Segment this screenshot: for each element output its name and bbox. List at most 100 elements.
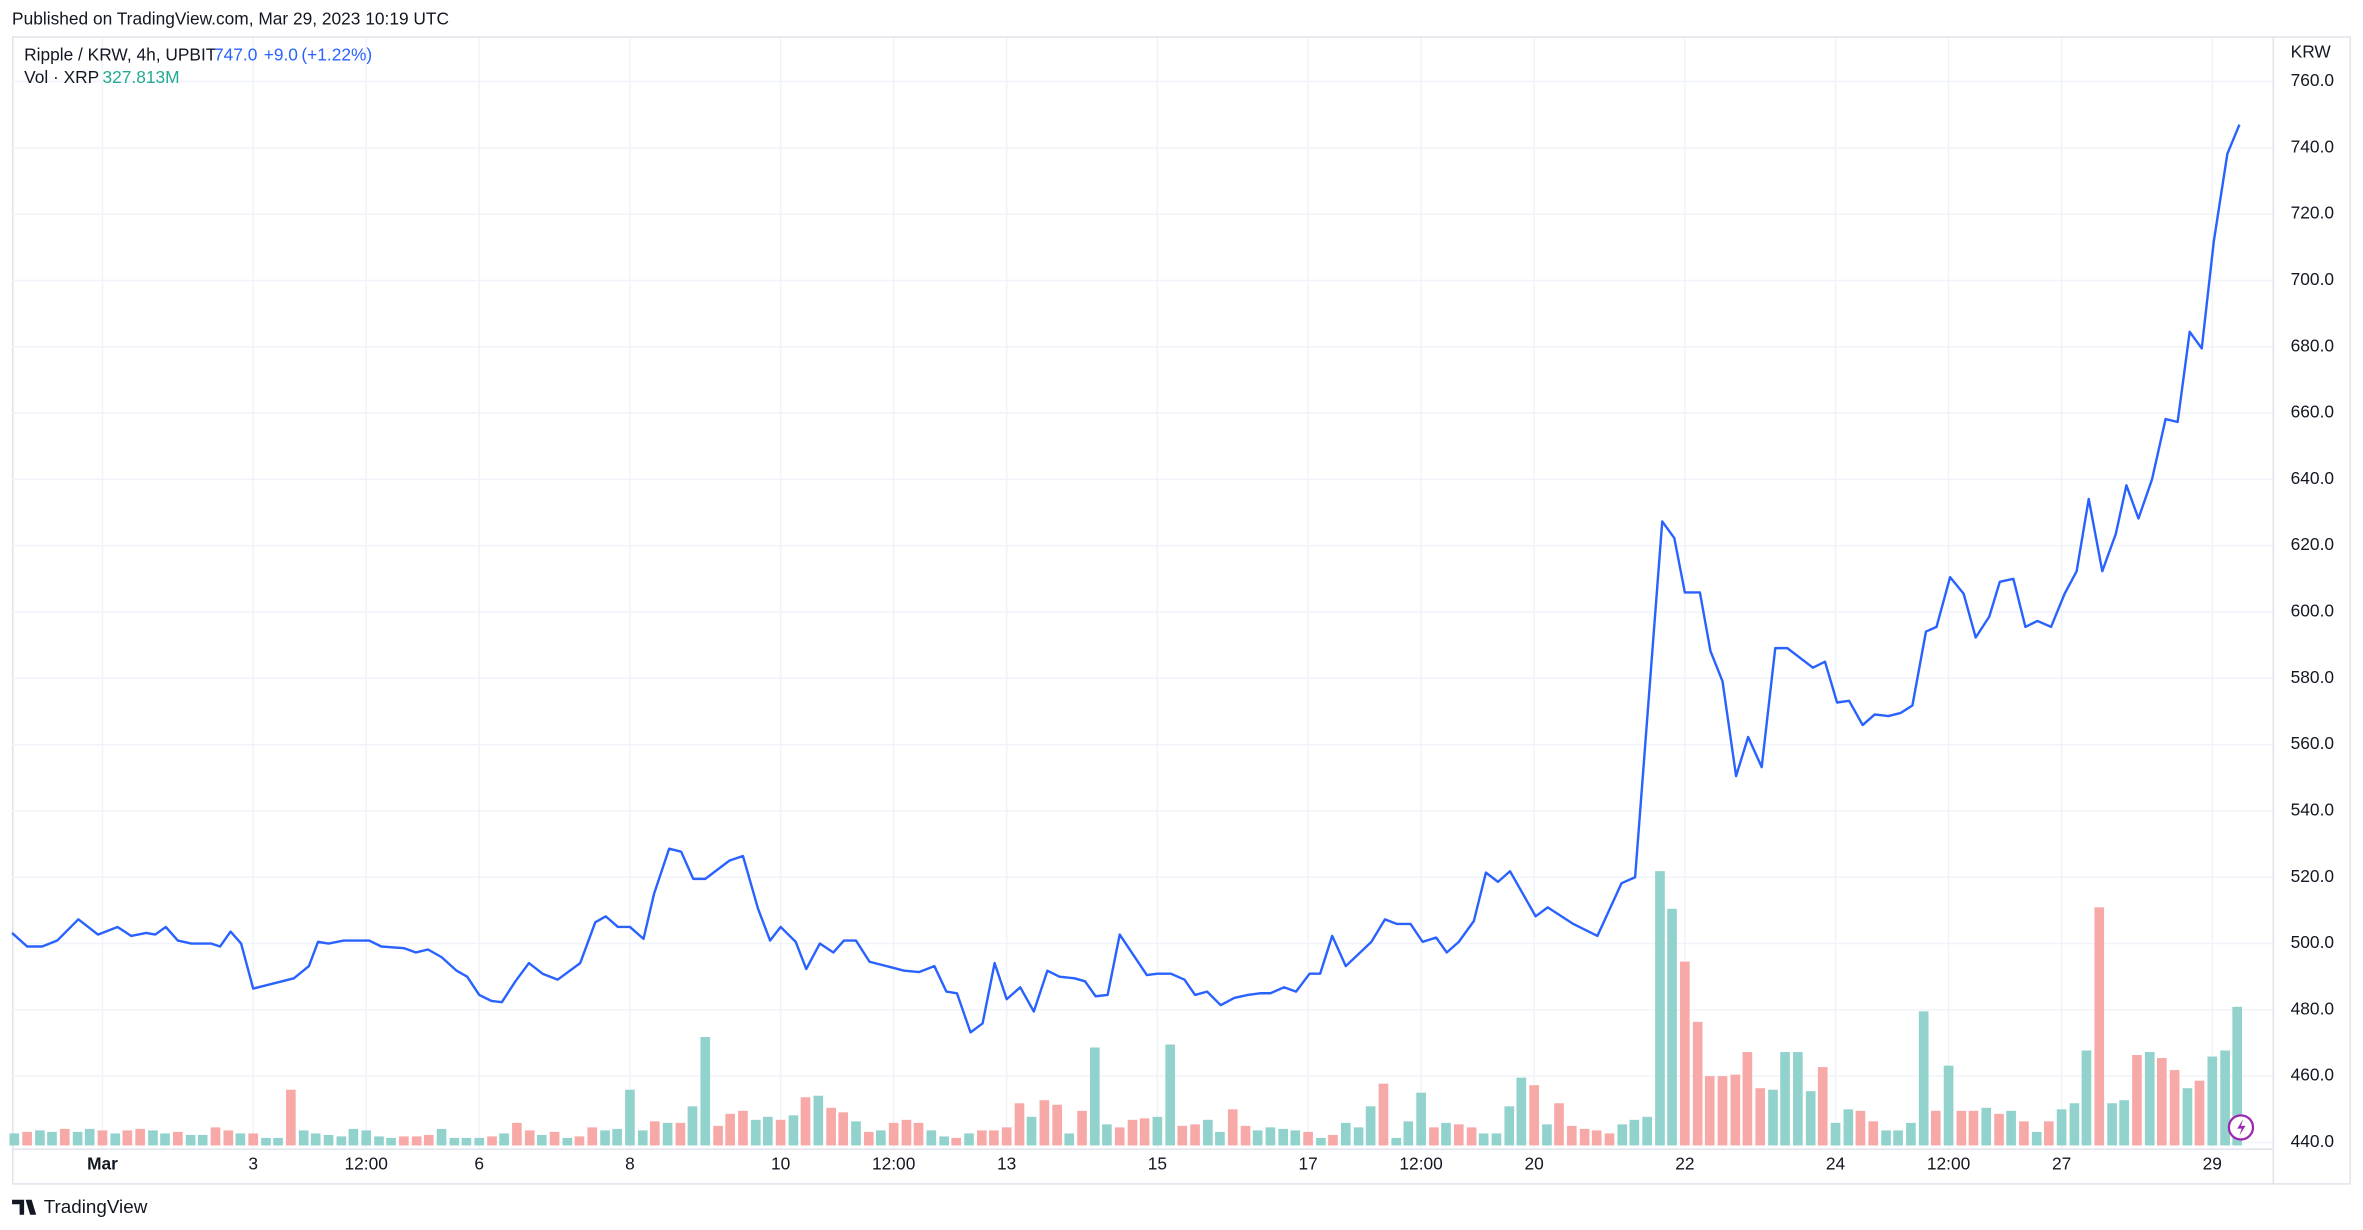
volume-bar (361, 1130, 372, 1146)
volume-bar (1429, 1127, 1439, 1146)
volume-bar (2019, 1121, 2029, 1146)
volume-bar (976, 1130, 987, 1146)
volume-bar (1278, 1128, 1289, 1146)
volume-bar (1391, 1137, 1402, 1146)
volume-bar (348, 1128, 359, 1146)
volume-pane (9, 871, 2242, 1146)
volume-bar (2006, 1110, 2016, 1146)
grid (12, 37, 2273, 1149)
chart-frame (12, 36, 2351, 1185)
volume-bar (2043, 1121, 2054, 1146)
volume-bar (1077, 1110, 1087, 1146)
volume-bar (2144, 1052, 2155, 1146)
price-change: +9.0 (264, 44, 298, 64)
volume-bar (1328, 1134, 1338, 1146)
volume-bar (35, 1130, 45, 1146)
volume-bar (1655, 871, 1665, 1146)
volume-bar (223, 1130, 234, 1146)
volume-bar (926, 1130, 937, 1146)
volume-bar (336, 1136, 347, 1146)
volume-bar (47, 1131, 57, 1146)
volume-bar (1252, 1130, 1263, 1146)
volume-bar (1441, 1122, 1451, 1146)
y-tick-label: 480.0 (2291, 998, 2334, 1018)
volume-bar (1227, 1109, 1238, 1146)
volume-bar (2132, 1055, 2142, 1146)
volume-bar (2182, 1088, 2193, 1146)
logo-mark (12, 1199, 37, 1215)
volume-bar (1704, 1076, 1715, 1146)
volume-bar (2069, 1103, 2080, 1146)
volume-bar (1491, 1133, 1502, 1146)
volume-bar (1416, 1092, 1426, 1146)
volume-bar (2094, 907, 2105, 1146)
volume-bar (1403, 1121, 1414, 1146)
volume-bar (135, 1128, 145, 1146)
x-tick-label: 12:00 (872, 1154, 915, 1174)
y-tick-label: 540.0 (2291, 799, 2334, 819)
volume-bar (1303, 1131, 1313, 1146)
volume-bar (122, 1130, 133, 1146)
volume-bar (1579, 1128, 1590, 1146)
price-pane (11, 124, 2241, 1034)
icon-bolt[interactable] (2237, 1119, 2246, 1136)
x-tick-label: 17 (1298, 1154, 1317, 1174)
volume-bar (1466, 1127, 1477, 1146)
x-tick-label: 29 (2203, 1154, 2222, 1174)
volume-bar (750, 1119, 761, 1146)
volume-bar (1152, 1116, 1163, 1146)
x-tick-label: 20 (1525, 1154, 1544, 1174)
volume-bar (1102, 1124, 1112, 1146)
volume-bar (374, 1136, 384, 1146)
volume-bar (1906, 1122, 1916, 1146)
y-tick-label: 600.0 (2291, 601, 2334, 621)
x-tick-label: 12:00 (345, 1154, 388, 1174)
volume-bar (84, 1128, 95, 1146)
footer-logo: TradingView (12, 1196, 148, 1217)
volume-bar (524, 1130, 535, 1146)
volume-bar (700, 1036, 711, 1146)
volume-bar (1617, 1124, 1628, 1146)
volume-bar (1052, 1104, 1062, 1146)
volume-bar (1918, 1011, 1929, 1146)
x-tick-label: 15 (1148, 1154, 1167, 1174)
volume-bar (2056, 1109, 2067, 1146)
published-note: Published on TradingView.com, Mar 29, 20… (12, 8, 449, 28)
volume-bar (2220, 1050, 2230, 1146)
y-axis-label: KRW (2291, 41, 2332, 61)
volume-bar (838, 1112, 848, 1146)
y-tick-label: 440.0 (2291, 1131, 2334, 1151)
volume-bar (1793, 1052, 1803, 1146)
x-tick-label: 22 (1675, 1154, 1694, 1174)
volume-bar (1378, 1083, 1389, 1146)
volume-bar (1830, 1122, 1841, 1146)
volume-bar (1642, 1116, 1652, 1146)
volume-bar (1026, 1116, 1037, 1146)
volume-bar (1014, 1103, 1025, 1146)
y-tick-label: 680.0 (2291, 335, 2334, 355)
volume-bar (2081, 1050, 2092, 1146)
volume-bar (951, 1137, 962, 1146)
volume-bar (1001, 1127, 1012, 1146)
lightning-icon[interactable] (2227, 1114, 2255, 1141)
footer-brand: TradingView (44, 1196, 148, 1217)
x-tick-label: 6 (474, 1154, 484, 1174)
volume-bar (1165, 1044, 1176, 1146)
volume-bar (1190, 1124, 1200, 1146)
volume-bar (2119, 1100, 2129, 1146)
x-tick-label: 12:00 (1927, 1154, 1970, 1174)
volume-bar (876, 1130, 886, 1146)
y-tick-label: 620.0 (2291, 534, 2334, 554)
volume-bar (298, 1130, 309, 1146)
volume-bar (148, 1130, 158, 1146)
volume-bar (800, 1097, 811, 1146)
volume-bar (1478, 1133, 1489, 1146)
volume-bar (1893, 1130, 1903, 1146)
volume-bar (1453, 1124, 1464, 1146)
volume-bar (1881, 1130, 1891, 1146)
volume-bar (1365, 1106, 1376, 1146)
volume-bar (286, 1089, 296, 1146)
